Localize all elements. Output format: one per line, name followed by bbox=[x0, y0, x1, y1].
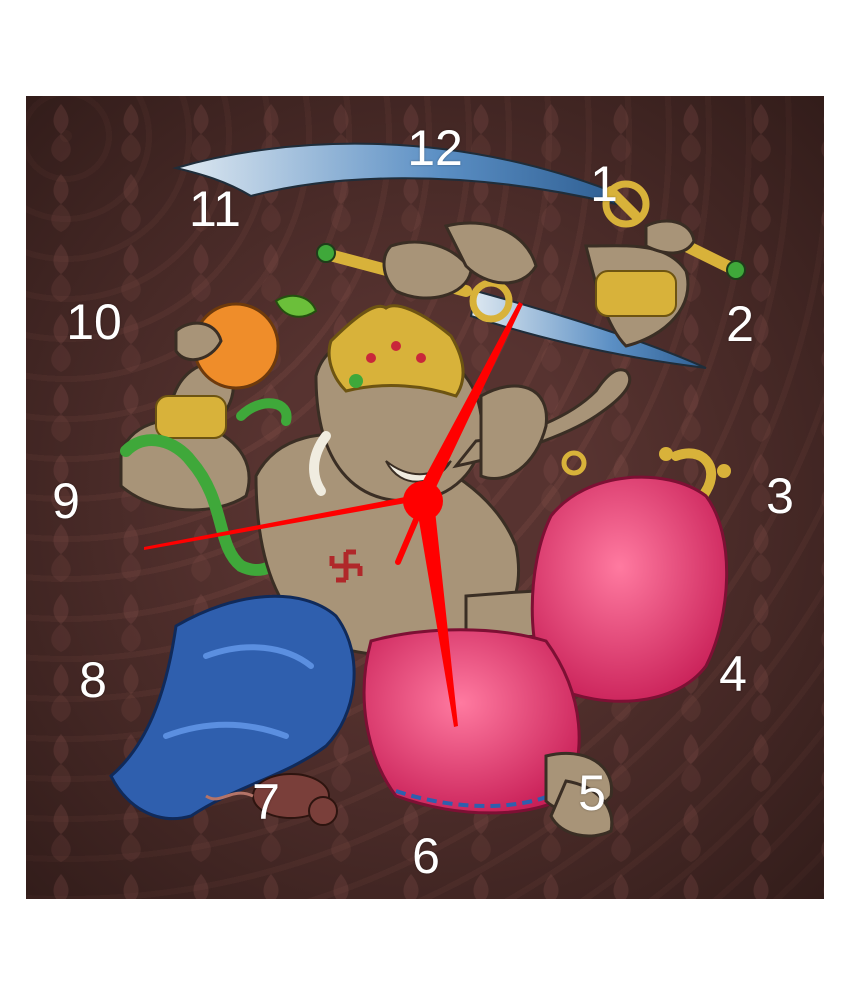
top-sword-blade bbox=[172, 142, 618, 206]
snake bbox=[120, 434, 292, 576]
numeral-4: 4 bbox=[719, 646, 747, 702]
clock-face: 12 1 2 3 4 5 6 7 8 9 10 11 bbox=[26, 96, 824, 899]
numeral-1: 1 bbox=[590, 156, 618, 212]
mouse bbox=[205, 773, 338, 826]
minute-hand bbox=[416, 501, 458, 727]
hour-hand bbox=[417, 302, 523, 502]
numeral-8: 8 bbox=[79, 652, 107, 708]
numeral-10: 10 bbox=[66, 294, 122, 350]
numeral-9: 9 bbox=[52, 473, 80, 529]
second-hand bbox=[144, 494, 423, 550]
numeral-3: 3 bbox=[766, 468, 794, 524]
numeral-7: 7 bbox=[252, 774, 280, 830]
center-cap bbox=[403, 481, 443, 521]
numeral-11: 11 bbox=[189, 181, 241, 237]
numeral-5: 5 bbox=[578, 765, 606, 821]
ganesha-artwork bbox=[26, 96, 824, 899]
numeral-2: 2 bbox=[726, 296, 754, 352]
numeral-6: 6 bbox=[412, 828, 440, 884]
second-sword-blade bbox=[469, 289, 707, 369]
clock-hands bbox=[144, 302, 523, 727]
numeral-12: 12 bbox=[407, 120, 463, 176]
